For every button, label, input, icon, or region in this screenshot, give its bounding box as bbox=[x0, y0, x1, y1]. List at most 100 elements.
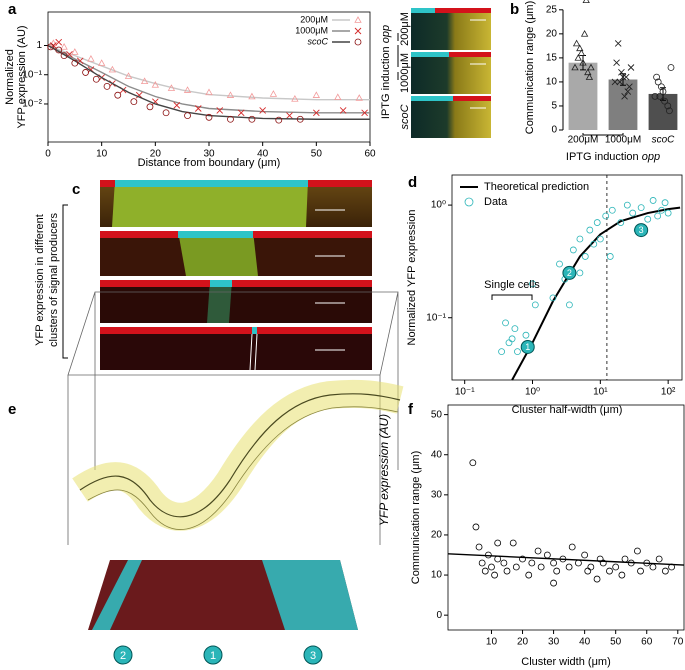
fit-line bbox=[47, 44, 370, 120]
marker bbox=[590, 240, 598, 248]
bar bbox=[568, 62, 598, 130]
marker bbox=[661, 567, 669, 575]
micrographs-c: c YFP expression in different clusters o… bbox=[34, 180, 372, 371]
micrograph bbox=[411, 52, 491, 94]
numbered-point-label: 2 bbox=[567, 268, 572, 278]
marker bbox=[469, 459, 477, 467]
axis-label: YFP expression in different bbox=[34, 214, 46, 346]
marker bbox=[613, 59, 620, 67]
y-tick-label: 10⁻¹ bbox=[426, 312, 446, 323]
numbered-point-label: 1 bbox=[525, 342, 530, 352]
floor-cluster bbox=[262, 560, 358, 630]
marker bbox=[529, 280, 536, 288]
marker bbox=[621, 93, 628, 100]
stripe bbox=[449, 52, 491, 57]
marker bbox=[626, 83, 633, 91]
marker bbox=[248, 115, 256, 123]
stripe bbox=[252, 327, 257, 334]
cluster bbox=[178, 231, 258, 276]
x-axis-label-part: opp bbox=[642, 151, 660, 163]
x-tick-label: 40 bbox=[579, 637, 591, 648]
stripe bbox=[210, 280, 232, 287]
marker bbox=[586, 226, 594, 234]
surface-edge bbox=[79, 393, 401, 518]
marker bbox=[500, 559, 508, 567]
marker bbox=[203, 645, 223, 665]
stripe bbox=[100, 280, 210, 287]
panel-label: f bbox=[408, 401, 414, 418]
cluster bbox=[112, 180, 308, 227]
marker bbox=[659, 88, 667, 95]
marker bbox=[216, 107, 224, 114]
marker bbox=[296, 115, 304, 123]
stripe bbox=[115, 180, 308, 187]
marker bbox=[606, 253, 614, 260]
marker bbox=[525, 571, 533, 579]
marker bbox=[627, 64, 635, 71]
surface-plot: e YFP expression (AU) 2 1 3 bbox=[8, 291, 404, 665]
x-tick-label: 10² bbox=[661, 387, 676, 398]
bar bbox=[608, 79, 638, 130]
x-tick-label: 20 bbox=[517, 637, 529, 648]
marker bbox=[582, 0, 590, 3]
marker bbox=[618, 571, 626, 579]
marker bbox=[269, 90, 278, 97]
legend-marker bbox=[354, 16, 362, 23]
marker bbox=[505, 339, 513, 347]
marker bbox=[664, 209, 672, 217]
marker bbox=[537, 563, 545, 571]
marker bbox=[664, 102, 672, 110]
y-tick-label: 1 bbox=[36, 40, 42, 51]
marker bbox=[593, 575, 601, 583]
marker bbox=[494, 539, 502, 547]
numbered-point bbox=[520, 339, 535, 354]
stripe bbox=[308, 180, 372, 187]
marker bbox=[574, 54, 582, 61]
marker bbox=[622, 73, 630, 81]
marker bbox=[576, 235, 584, 243]
marker-label: 2 bbox=[120, 650, 126, 662]
marker bbox=[514, 348, 521, 356]
marker bbox=[599, 559, 607, 567]
marker bbox=[355, 94, 363, 101]
x-axis-label: Cluster half-width (μm) bbox=[512, 404, 623, 416]
stripe bbox=[257, 327, 372, 334]
y-tick-label: 20 bbox=[431, 530, 443, 541]
image-title: IPTG induction opp bbox=[380, 25, 392, 119]
x-tick-label: 20 bbox=[150, 149, 162, 160]
axis-label: YFP expression (AU) bbox=[377, 414, 391, 526]
marker bbox=[667, 64, 675, 71]
title: opp bbox=[380, 25, 392, 43]
micrograph bbox=[411, 96, 491, 138]
marker bbox=[602, 212, 610, 220]
x-tick-label: 10 bbox=[486, 637, 498, 648]
y-tick-label: 10⁻¹ bbox=[22, 69, 42, 80]
marker bbox=[312, 91, 321, 98]
x-tick-label: 50 bbox=[311, 149, 323, 160]
y-tick-label: 0 bbox=[436, 610, 442, 621]
x-tick-label: 1000μM bbox=[605, 135, 641, 146]
marker bbox=[644, 215, 652, 223]
y-tick-label: 10 bbox=[546, 77, 558, 88]
marker bbox=[584, 567, 592, 575]
marker bbox=[167, 84, 176, 91]
plot-frame bbox=[451, 174, 683, 381]
bracket bbox=[62, 204, 68, 359]
marker bbox=[612, 563, 620, 571]
y-axis-label: Normalized YFP expression bbox=[406, 210, 418, 346]
marker bbox=[361, 109, 368, 117]
panel-label: e bbox=[8, 401, 16, 418]
marker bbox=[556, 260, 563, 268]
marker bbox=[580, 30, 589, 37]
surface-cloud bbox=[72, 379, 404, 531]
y-axis-label: Normalized bbox=[4, 49, 16, 105]
legend-label: Theoretical prediction bbox=[484, 181, 589, 193]
marker bbox=[661, 97, 668, 105]
marker bbox=[511, 325, 519, 333]
y-tick-label: 40 bbox=[431, 449, 443, 460]
panel-label: a bbox=[8, 1, 17, 18]
marker bbox=[666, 107, 673, 115]
x-tick-label: 10¹ bbox=[593, 387, 608, 398]
legend-marker bbox=[354, 27, 362, 35]
